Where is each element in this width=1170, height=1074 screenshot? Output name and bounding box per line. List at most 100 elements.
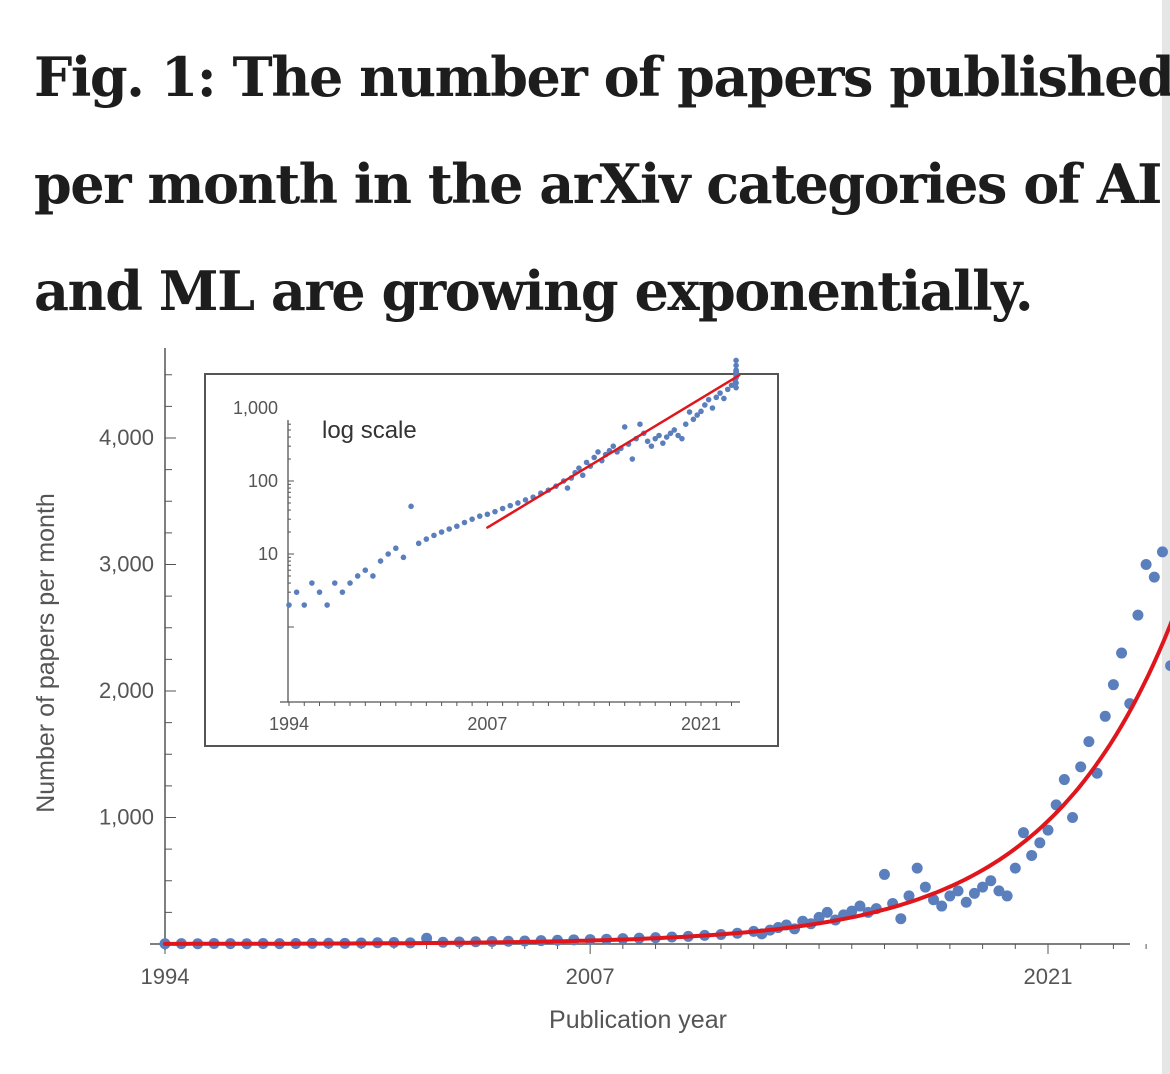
inset-annotation: log scale <box>322 417 417 444</box>
inset-data-point <box>446 526 453 532</box>
inset-data-point <box>286 602 292 608</box>
inset-data-point <box>671 427 678 433</box>
data-point <box>985 875 997 887</box>
inset-data-point <box>454 523 460 530</box>
inset-data-point <box>690 416 697 423</box>
inset-data-point <box>652 435 659 442</box>
inset-data-point <box>309 580 315 586</box>
data-point <box>1017 827 1029 839</box>
data-point <box>1075 761 1087 773</box>
inset-data-point <box>583 459 590 466</box>
inset-data-point <box>469 516 475 522</box>
inset-data-point <box>637 421 643 427</box>
fit-line <box>163 620 1170 946</box>
inset-data-point <box>522 497 529 503</box>
inset-data-point <box>733 380 739 386</box>
data-point <box>854 900 866 912</box>
data-point <box>1026 849 1038 861</box>
data-point <box>895 913 907 925</box>
inset-data-point <box>316 589 323 595</box>
inset-x-tick-label: 1994 <box>269 714 309 734</box>
inset-data-point <box>724 386 731 393</box>
data-point <box>1156 546 1168 558</box>
figure-title-line: per month in the arXiv categories of AI <box>34 152 1162 216</box>
figure-title: Fig. 1: The number of papers published p… <box>34 24 1170 345</box>
inset-data-point <box>347 580 353 586</box>
inset-data-point <box>644 438 651 445</box>
inset-data-point <box>682 421 689 427</box>
chart: 1,000 2,000 3,000 4,000 1994 2007 2021 Publicat… <box>32 348 1170 1034</box>
x-tick-label: 2021 <box>1024 964 1073 989</box>
data-point <box>977 881 989 893</box>
inset-data-point <box>717 390 723 396</box>
inset-data-point <box>431 532 437 539</box>
inset-data-point <box>362 567 369 573</box>
inset-data-point <box>733 357 739 364</box>
y-tick-label: 1,000 <box>99 805 154 830</box>
inset-data-point <box>709 405 716 411</box>
y-tick-label: 2,000 <box>99 678 154 703</box>
inset-data-point <box>415 540 422 547</box>
inset-y-tick-label: 100 <box>248 471 278 491</box>
inset-data-point <box>339 589 346 595</box>
inset-data-point <box>324 602 330 608</box>
data-point <box>1099 710 1111 722</box>
data-point <box>1083 736 1095 748</box>
y-axis-label: Number of papers per month <box>32 493 60 813</box>
inset-data-point <box>507 502 514 509</box>
data-point <box>928 894 940 906</box>
inset-data-point <box>461 519 468 526</box>
inset-data-point <box>698 408 704 415</box>
data-point <box>1058 774 1070 786</box>
data-point <box>936 900 948 912</box>
data-point <box>911 862 923 874</box>
figure-title-line: and ML are growing exponentially. <box>34 259 1034 323</box>
data-point <box>1001 890 1013 902</box>
inset-data-point <box>400 554 407 561</box>
data-point <box>846 905 858 917</box>
inset-data-point <box>393 545 399 552</box>
data-point <box>1009 862 1021 874</box>
inset-data-point <box>621 424 628 430</box>
data-point <box>878 868 890 880</box>
inset-data-point <box>728 382 735 389</box>
inset-data-point <box>610 443 617 449</box>
inset-data-point <box>423 536 430 542</box>
inset-x-tick-label: 2021 <box>681 714 721 734</box>
inset-data-point <box>686 409 693 415</box>
data-point <box>1140 559 1152 570</box>
inset-x-tick-label: 2007 <box>467 714 507 734</box>
inset-plot: 10 100 1,000 1994 2007 2021 log scale <box>204 357 779 747</box>
inset-data-point <box>370 573 376 579</box>
inset-data-point <box>354 573 361 579</box>
inset-data-point <box>667 430 674 437</box>
inset-data-point <box>713 394 720 401</box>
inset-fit-line <box>486 374 741 529</box>
inset-data-point <box>579 472 586 479</box>
data-point <box>1165 660 1170 672</box>
inset-data-point <box>702 402 708 408</box>
inset-points <box>286 357 739 608</box>
inset-data-point <box>705 396 712 403</box>
inset-data-point <box>331 580 338 586</box>
inset-data-point <box>629 456 636 462</box>
inset-data-point <box>660 440 666 446</box>
data-point <box>1132 609 1144 621</box>
data-point <box>952 885 964 897</box>
data-point <box>944 890 956 902</box>
inset-data-point <box>484 511 491 518</box>
data-point <box>1107 679 1119 691</box>
x-axis-label: Publication year <box>549 1006 727 1034</box>
inset-data-point <box>499 505 506 512</box>
inset-data-point <box>476 513 483 519</box>
inset-data-point <box>733 384 739 391</box>
y-tick-label: 4,000 <box>99 425 154 450</box>
inset-data-point <box>595 449 601 455</box>
data-point <box>1042 824 1054 836</box>
figure-title-line: Fig. 1: The number of papers published <box>34 45 1170 109</box>
inset-data-point <box>721 395 727 402</box>
inset-data-point <box>591 454 597 461</box>
y-tick-label: 3,000 <box>99 552 154 577</box>
data-point <box>903 890 915 902</box>
inset-data-point <box>301 602 308 608</box>
